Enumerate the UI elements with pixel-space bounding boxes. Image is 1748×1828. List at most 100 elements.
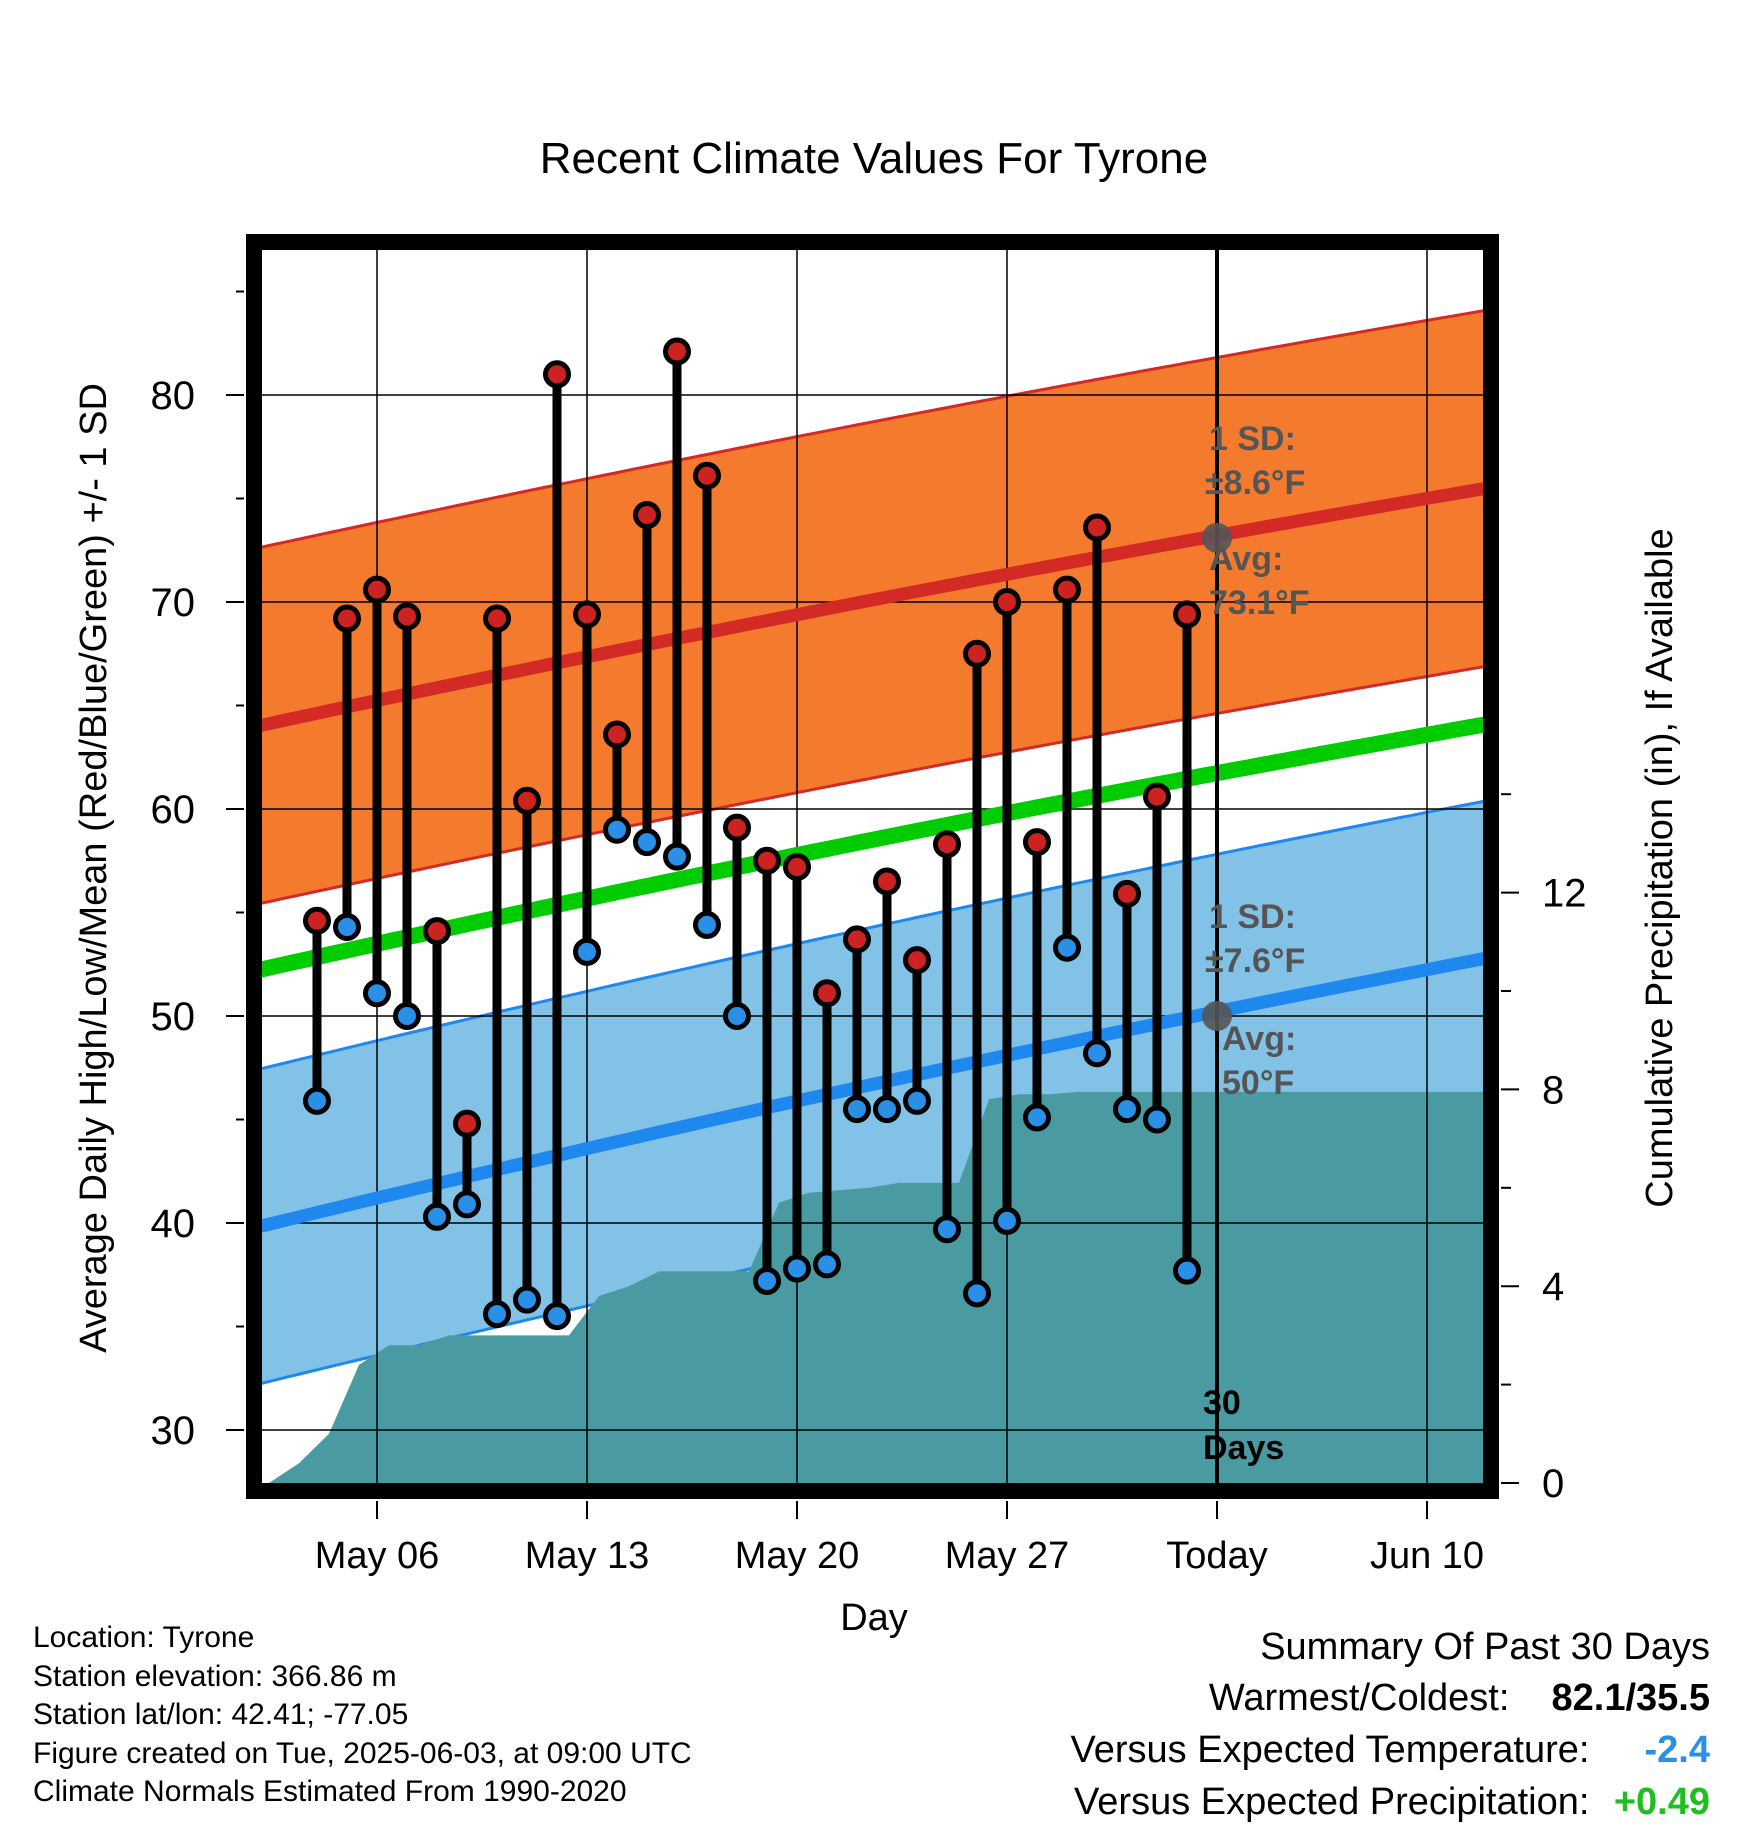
daily-high-point — [783, 852, 811, 881]
y-tick-label: 70 — [151, 581, 196, 625]
daily-high-point — [1053, 575, 1081, 604]
high-avg-value: 73.1°F — [1209, 584, 1310, 622]
normal-high-lower-edge — [256, 664, 1488, 906]
y2-tick-label: 0 — [1542, 1462, 1564, 1506]
info-elevation: Station elevation: 366.86 m — [33, 1659, 397, 1693]
daily-low-point — [813, 1250, 841, 1279]
info-latlon: Station lat/lon: 42.41; -77.05 — [33, 1698, 409, 1732]
daily-high-point — [933, 830, 961, 859]
today-low-avg-marker — [1202, 1001, 1232, 1031]
daily-low-point — [903, 1086, 931, 1115]
info-created: Figure created on Tue, 2025-06-03, at 09… — [33, 1736, 692, 1770]
y-tick-label: 50 — [151, 995, 196, 1039]
today-days-number: 30 — [1203, 1384, 1241, 1422]
y2-tick-label: 8 — [1542, 1068, 1564, 1112]
daily-high-point — [1173, 600, 1201, 629]
daily-low-point — [483, 1300, 511, 1329]
low-sd-value: ±7.6°F — [1205, 942, 1305, 980]
daily-low-point — [363, 979, 391, 1008]
low-avg-label: Avg: — [1222, 1020, 1296, 1058]
daily-low-point — [933, 1215, 961, 1244]
daily-high-point — [1143, 782, 1171, 811]
daily-low-point — [873, 1095, 901, 1124]
normal-high-upper-edge — [256, 308, 1488, 550]
daily-high-point — [663, 337, 691, 366]
daily-high-point — [843, 925, 871, 954]
daily-high-point — [903, 946, 931, 975]
daily-low-point — [843, 1095, 871, 1124]
daily-low-point — [423, 1202, 451, 1231]
y-axis-label: Average Daily High/Low/Mean (Red/Blue/Gr… — [73, 383, 115, 1353]
normal-mean-line — [255, 716, 1489, 979]
normal-low-band — [257, 800, 1487, 1385]
daily-low-point — [693, 910, 721, 939]
daily-low-point — [753, 1266, 781, 1295]
x-tick-label: May 13 — [525, 1535, 650, 1577]
x-tick-label: Jun 10 — [1370, 1535, 1484, 1577]
daily-low-point — [543, 1302, 571, 1331]
warm-cold-label: Warmest/Coldest: — [1208, 1677, 1510, 1719]
daily-high-point — [513, 786, 541, 815]
daily-low-point — [1143, 1105, 1171, 1134]
daily-low-point — [603, 815, 631, 844]
daily-high-point — [603, 720, 631, 749]
daily-low-point — [1173, 1256, 1201, 1285]
plot-frame — [246, 234, 1499, 1499]
daily-high-point — [423, 917, 451, 946]
daily-high-point — [483, 604, 511, 633]
daily-low-point — [303, 1086, 331, 1115]
daily-low-point — [963, 1279, 991, 1308]
y2-tick-label: 4 — [1542, 1265, 1564, 1309]
low-sd-label: 1 SD: — [1209, 898, 1296, 936]
precipitation-area — [262, 1091, 1483, 1483]
daily-high-point — [453, 1109, 481, 1138]
daily-high-point — [693, 461, 721, 490]
x-tick-label: May 20 — [735, 1535, 860, 1577]
daily-high-point — [1023, 828, 1051, 857]
normal-low-line — [255, 951, 1489, 1234]
high-sd-value: ±8.6°F — [1205, 464, 1305, 502]
x-tick-label: May 27 — [945, 1535, 1070, 1577]
daily-low-point — [783, 1254, 811, 1283]
daily-high-point — [963, 639, 991, 668]
daily-low-point — [453, 1190, 481, 1219]
warm-cold-value: 82.1/35.5 — [1551, 1677, 1710, 1719]
y-tick-label: 30 — [151, 1409, 196, 1453]
normal-low-upper-edge — [256, 799, 1488, 1072]
vs-precip-value: +0.49 — [1613, 1781, 1710, 1823]
info-location: Location: Tyrone — [33, 1621, 255, 1654]
y-tick-label: 40 — [151, 1202, 196, 1246]
x-axis-label: Day — [840, 1597, 908, 1639]
high-avg-label: Avg: — [1209, 540, 1283, 578]
low-avg-value: 50°F — [1222, 1064, 1294, 1102]
daily-low-point — [1023, 1103, 1051, 1132]
daily-high-point — [633, 501, 661, 530]
daily-high-point — [333, 604, 361, 633]
daily-low-point — [513, 1285, 541, 1314]
station-info: Location: Tyrone Station elevation: 366.… — [33, 1619, 692, 1812]
daily-high-point — [573, 600, 601, 629]
y-tick-label: 80 — [151, 374, 196, 418]
daily-high-point — [873, 867, 901, 896]
daily-low-point — [993, 1206, 1021, 1235]
chart-title: Recent Climate Values For Tyrone — [540, 134, 1208, 183]
daily-low-point — [1113, 1095, 1141, 1124]
daily-high-point — [1083, 513, 1111, 542]
y2-axis-label: Cumulative Precipitation (in), If Availa… — [1639, 528, 1681, 1207]
daily-low-point — [393, 1002, 421, 1030]
y-tick-label: 60 — [151, 788, 196, 832]
summary-title: Summary Of Past 30 Days — [1260, 1626, 1710, 1668]
high-sd-label: 1 SD: — [1209, 420, 1296, 458]
daily-low-point — [333, 912, 361, 941]
daily-low-point — [1053, 933, 1081, 962]
vs-temp-label: Versus Expected Temperature: — [1070, 1729, 1590, 1771]
daily-high-point — [753, 846, 781, 875]
daily-high-point — [303, 906, 331, 935]
daily-low-point — [723, 1002, 751, 1030]
today-high-avg-marker — [1202, 522, 1232, 553]
daily-high-point — [1113, 879, 1141, 908]
vs-precip-label: Versus Expected Precipitation: — [1074, 1781, 1590, 1823]
daily-low-point — [1083, 1039, 1111, 1068]
daily-low-point — [663, 842, 691, 871]
